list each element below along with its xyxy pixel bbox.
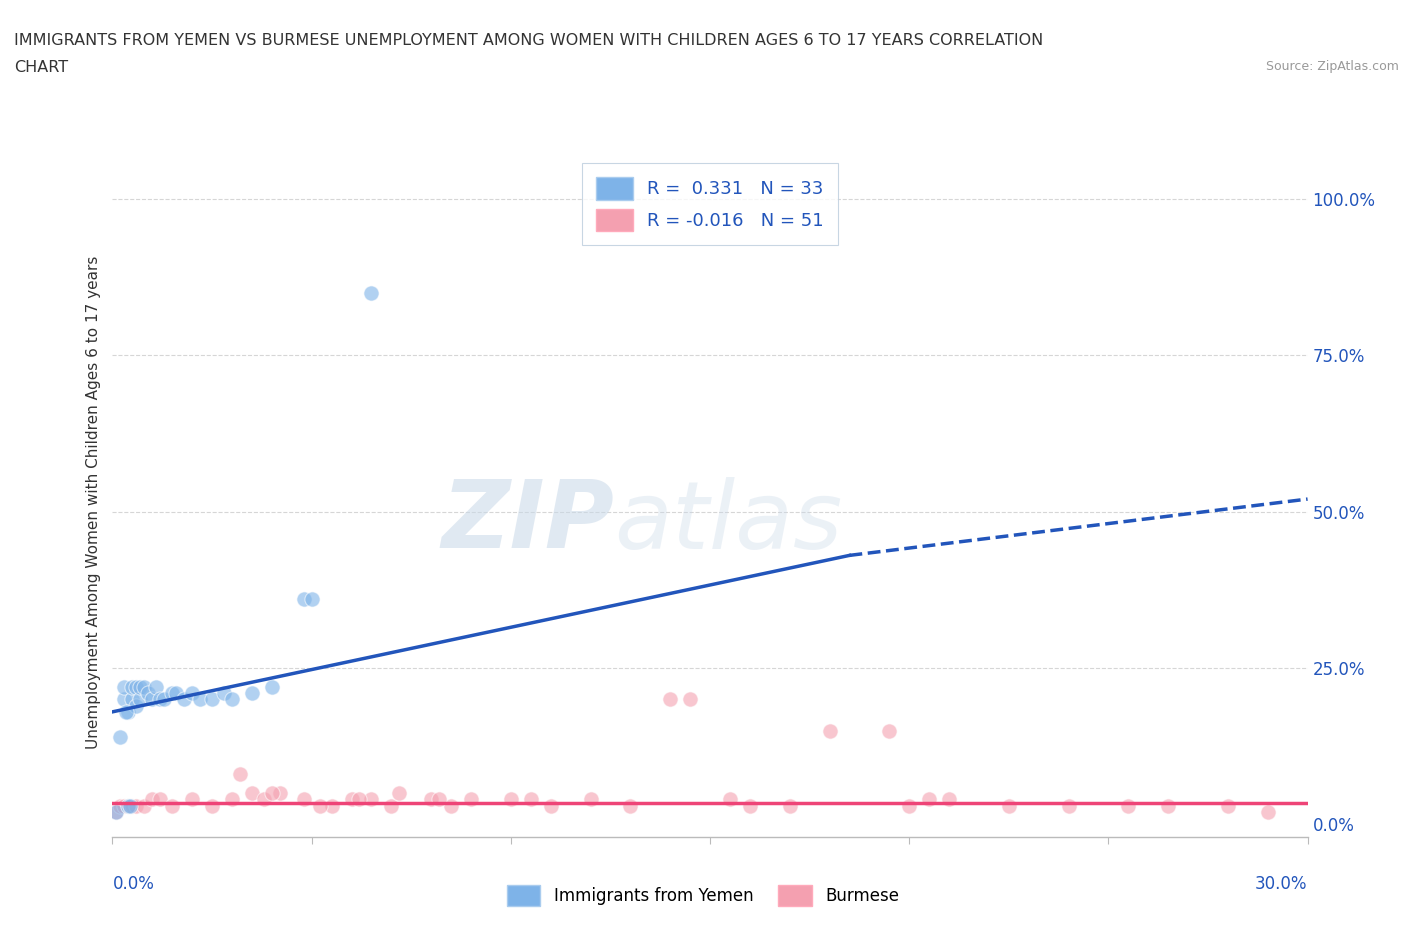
Point (349, 792, 371, 807)
Point (260, 786, 283, 801)
Point (1257, 804, 1279, 819)
Point (240, 685, 263, 700)
Point (129, 680, 152, 695)
Point (918, 792, 941, 807)
Point (440, 798, 463, 813)
Point (679, 692, 702, 707)
Point (129, 692, 152, 707)
Point (877, 724, 900, 738)
Text: 30.0%: 30.0% (1256, 874, 1308, 893)
Point (579, 792, 602, 807)
Point (619, 798, 641, 813)
Point (105, 804, 128, 819)
Point (125, 798, 148, 813)
Point (938, 792, 960, 807)
Point (253, 792, 276, 807)
Point (141, 692, 163, 707)
Point (117, 704, 139, 719)
Y-axis label: Unemployment Among Women with Children Ages 6 to 17 years: Unemployment Among Women with Children A… (86, 256, 101, 749)
Point (162, 798, 183, 813)
Legend: R =  0.331   N = 33, R = -0.016   N = 51: R = 0.331 N = 33, R = -0.016 N = 51 (582, 163, 838, 245)
Point (292, 591, 315, 606)
Point (321, 798, 343, 813)
Point (221, 692, 243, 707)
Point (520, 792, 543, 807)
Point (114, 798, 135, 813)
Point (1216, 798, 1239, 813)
Text: ZIP: ZIP (441, 476, 614, 568)
Point (141, 792, 163, 807)
Point (460, 792, 482, 807)
Point (134, 680, 156, 695)
Point (301, 591, 323, 606)
Point (201, 692, 224, 707)
Point (898, 798, 921, 813)
Point (110, 798, 132, 813)
Point (121, 680, 143, 695)
Point (181, 792, 204, 807)
Point (427, 792, 450, 807)
Point (360, 792, 382, 807)
Point (221, 792, 243, 807)
Text: CHART: CHART (14, 60, 67, 75)
Text: 0.0%: 0.0% (112, 874, 155, 893)
Point (121, 798, 143, 813)
Point (117, 798, 139, 813)
Point (115, 704, 138, 719)
Legend: Immigrants from Yemen, Burmese: Immigrants from Yemen, Burmese (501, 879, 905, 912)
Point (165, 685, 187, 700)
Point (188, 692, 211, 707)
Point (240, 786, 263, 801)
Point (1057, 798, 1080, 813)
Point (659, 692, 682, 707)
Point (1118, 798, 1140, 813)
Point (738, 798, 761, 813)
Point (998, 798, 1021, 813)
Point (360, 286, 382, 300)
Point (229, 767, 252, 782)
Point (212, 685, 235, 700)
Point (779, 798, 801, 813)
Point (162, 685, 183, 700)
Point (110, 729, 132, 744)
Point (125, 680, 148, 695)
Point (1157, 798, 1180, 813)
Point (718, 792, 741, 807)
Point (308, 798, 330, 813)
Text: atlas: atlas (614, 477, 842, 568)
Point (181, 685, 204, 700)
Point (540, 798, 562, 813)
Point (134, 798, 156, 813)
Point (121, 692, 143, 707)
Point (818, 724, 841, 738)
Text: Source: ZipAtlas.com: Source: ZipAtlas.com (1265, 60, 1399, 73)
Point (380, 798, 402, 813)
Point (153, 692, 176, 707)
Point (120, 798, 142, 813)
Point (117, 798, 139, 813)
Point (149, 692, 172, 707)
Point (292, 792, 315, 807)
Text: IMMIGRANTS FROM YEMEN VS BURMESE UNEMPLOYMENT AMONG WOMEN WITH CHILDREN AGES 6 T: IMMIGRANTS FROM YEMEN VS BURMESE UNEMPLO… (14, 33, 1043, 47)
Point (260, 680, 283, 695)
Point (420, 792, 443, 807)
Point (499, 792, 522, 807)
Point (388, 786, 411, 801)
Point (125, 698, 148, 713)
Point (173, 692, 195, 707)
Point (149, 792, 172, 807)
Point (138, 685, 160, 700)
Point (201, 798, 224, 813)
Point (340, 792, 363, 807)
Point (145, 680, 167, 695)
Point (114, 680, 135, 695)
Point (269, 786, 291, 801)
Point (105, 804, 128, 819)
Point (114, 692, 135, 707)
